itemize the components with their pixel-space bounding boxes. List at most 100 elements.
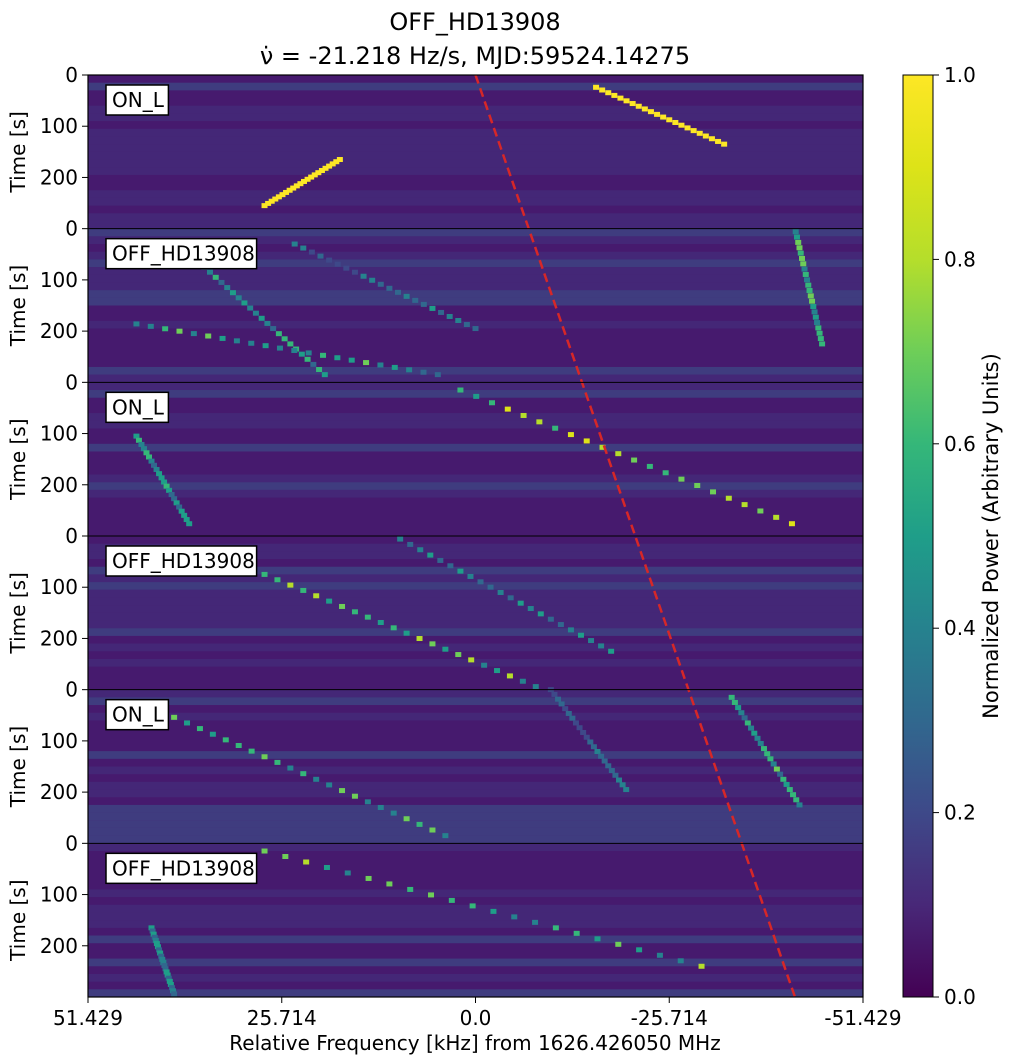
signal-pixel bbox=[457, 387, 464, 393]
signal-pixel bbox=[455, 652, 462, 658]
signal-pixel bbox=[300, 245, 307, 251]
signal-pixel bbox=[183, 517, 190, 523]
signal-pixel bbox=[819, 341, 826, 347]
signal-pixel bbox=[300, 178, 307, 184]
signal-pixel bbox=[489, 400, 496, 406]
noise-band bbox=[88, 912, 863, 921]
signal-pixel bbox=[308, 249, 315, 255]
noise-band bbox=[88, 136, 863, 145]
signal-pixel bbox=[420, 301, 427, 307]
signal-pixel bbox=[412, 297, 419, 303]
signal-pixel bbox=[391, 364, 398, 370]
signal-pixel bbox=[437, 557, 444, 563]
panel-label-box bbox=[105, 84, 170, 116]
noise-band bbox=[88, 973, 863, 982]
signal-pixel bbox=[631, 457, 638, 463]
signal-pixel bbox=[148, 925, 155, 931]
x-tick-label: 51.429 bbox=[53, 1006, 123, 1030]
signal-pixel bbox=[360, 273, 367, 279]
signal-pixel bbox=[616, 777, 623, 783]
signal-pixel bbox=[176, 504, 183, 510]
signal-pixel bbox=[517, 600, 524, 606]
signal-pixel bbox=[558, 701, 565, 707]
panel-labels-layer: ON_L OFF_HD13908 ON_L OFF_HD13908 ON_L OFF_HD… bbox=[105, 84, 258, 885]
signal-pixel bbox=[809, 298, 816, 304]
signal-pixel bbox=[417, 547, 424, 553]
signal-pixel bbox=[494, 668, 501, 674]
signal-pixel bbox=[326, 598, 333, 604]
signal-pixel bbox=[615, 941, 622, 947]
signal-pixel bbox=[532, 919, 539, 925]
signal-pixel bbox=[395, 289, 402, 295]
noise-band bbox=[88, 482, 863, 490]
noise-band bbox=[88, 597, 863, 606]
signal-pixel bbox=[153, 466, 160, 472]
signal-pixel bbox=[796, 245, 803, 251]
signal-pixel bbox=[477, 579, 484, 585]
signal-pixel bbox=[326, 257, 333, 263]
signal-pixel bbox=[815, 325, 822, 331]
signal-pixel bbox=[348, 357, 355, 363]
noise-band bbox=[88, 766, 863, 775]
signal-pixel bbox=[176, 328, 183, 334]
signal-pixel bbox=[390, 810, 397, 816]
signal-pixel bbox=[205, 333, 212, 339]
noise-band bbox=[88, 82, 863, 91]
signal-pixel bbox=[434, 372, 441, 378]
signal-pixel bbox=[448, 897, 455, 903]
signal-pixel bbox=[731, 699, 738, 705]
signal-pixel bbox=[527, 606, 534, 612]
signal-pixel bbox=[623, 787, 630, 793]
signal-pixel bbox=[601, 758, 608, 764]
signal-pixel bbox=[754, 735, 761, 741]
panel-label-text: OFF_HD13908 bbox=[112, 856, 255, 880]
signal-pixel bbox=[773, 514, 780, 520]
signal-pixel bbox=[429, 641, 436, 647]
signal-pixel bbox=[619, 782, 626, 788]
signal-pixel bbox=[738, 710, 745, 716]
signal-pixel bbox=[252, 310, 259, 316]
signal-pixel bbox=[506, 673, 513, 679]
signal-pixel bbox=[481, 662, 488, 668]
signal-pixel bbox=[757, 508, 764, 514]
signal-pixel bbox=[310, 361, 317, 367]
signal-pixel bbox=[773, 766, 780, 772]
signal-pixel bbox=[222, 737, 229, 743]
panel-label: ON_L bbox=[105, 391, 170, 424]
panel-label-box bbox=[105, 698, 170, 731]
signal-pixel bbox=[599, 444, 606, 450]
signal-pixel bbox=[429, 827, 436, 833]
panel-label-text: ON_L bbox=[112, 395, 165, 419]
axes-layer: 0 100 200 Time [s] 0 100 200 Time [s] 0 100 200 Tim… bbox=[6, 63, 902, 1030]
signal-pixel bbox=[322, 165, 329, 171]
signal-pixel bbox=[140, 446, 147, 452]
signal-pixel bbox=[777, 771, 784, 777]
signal-pixel bbox=[326, 782, 333, 788]
signal-pixel bbox=[796, 802, 803, 808]
signal-pixel bbox=[165, 975, 172, 981]
panels-layer bbox=[88, 75, 863, 997]
signal-pixel bbox=[694, 483, 701, 489]
noise-band bbox=[88, 835, 863, 844]
noise-band bbox=[88, 190, 863, 198]
x-tick-label: -51.429 bbox=[824, 1006, 901, 1030]
signal-pixel bbox=[377, 619, 384, 625]
signal-pixel bbox=[567, 627, 574, 633]
signal-pixel bbox=[608, 648, 615, 654]
noise-band bbox=[88, 113, 863, 122]
noise-band bbox=[88, 812, 863, 821]
signal-pixel bbox=[270, 326, 277, 332]
signal-pixel bbox=[812, 314, 819, 320]
colorbar-tick-label: 1.0 bbox=[944, 63, 976, 87]
signal-pixel bbox=[151, 462, 158, 468]
signal-pixel bbox=[162, 966, 169, 972]
signal-pixel bbox=[562, 706, 569, 712]
signal-pixel bbox=[797, 250, 804, 256]
signal-pixel bbox=[157, 950, 164, 956]
signal-pixel bbox=[351, 793, 358, 799]
colorbar-tick-label: 0.4 bbox=[944, 616, 976, 640]
signal-pixel bbox=[406, 367, 413, 373]
signal-pixel bbox=[816, 330, 823, 336]
noise-band bbox=[88, 889, 863, 898]
signal-pixel bbox=[287, 341, 294, 347]
